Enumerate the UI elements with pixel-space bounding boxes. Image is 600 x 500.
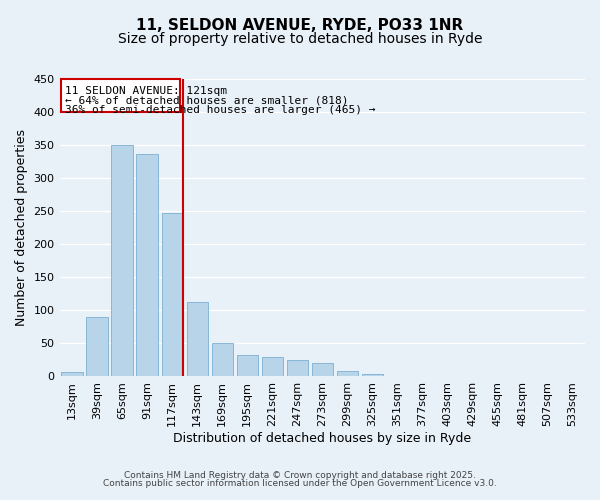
- X-axis label: Distribution of detached houses by size in Ryde: Distribution of detached houses by size …: [173, 432, 472, 445]
- Text: 36% of semi-detached houses are larger (465) →: 36% of semi-detached houses are larger (…: [65, 106, 375, 116]
- Text: Contains public sector information licensed under the Open Government Licence v3: Contains public sector information licen…: [103, 478, 497, 488]
- Bar: [212, 344, 233, 376]
- Bar: [112, 145, 133, 376]
- Bar: [187, 302, 208, 376]
- Text: 11 SELDON AVENUE: 121sqm: 11 SELDON AVENUE: 121sqm: [65, 86, 227, 96]
- Y-axis label: Number of detached properties: Number of detached properties: [15, 129, 28, 326]
- Text: ← 64% of detached houses are smaller (818): ← 64% of detached houses are smaller (81…: [65, 96, 348, 106]
- Bar: [61, 372, 83, 376]
- Text: 11, SELDON AVENUE, RYDE, PO33 1NR: 11, SELDON AVENUE, RYDE, PO33 1NR: [136, 18, 464, 32]
- Bar: [287, 360, 308, 376]
- Bar: [236, 356, 258, 376]
- Bar: [86, 317, 108, 376]
- Text: Contains HM Land Registry data © Crown copyright and database right 2025.: Contains HM Land Registry data © Crown c…: [124, 471, 476, 480]
- Bar: [161, 212, 183, 376]
- Bar: [337, 370, 358, 376]
- Text: Size of property relative to detached houses in Ryde: Size of property relative to detached ho…: [118, 32, 482, 46]
- Bar: [136, 154, 158, 376]
- Bar: [362, 374, 383, 376]
- Bar: [262, 356, 283, 376]
- Bar: [311, 362, 333, 376]
- FancyBboxPatch shape: [61, 79, 179, 112]
